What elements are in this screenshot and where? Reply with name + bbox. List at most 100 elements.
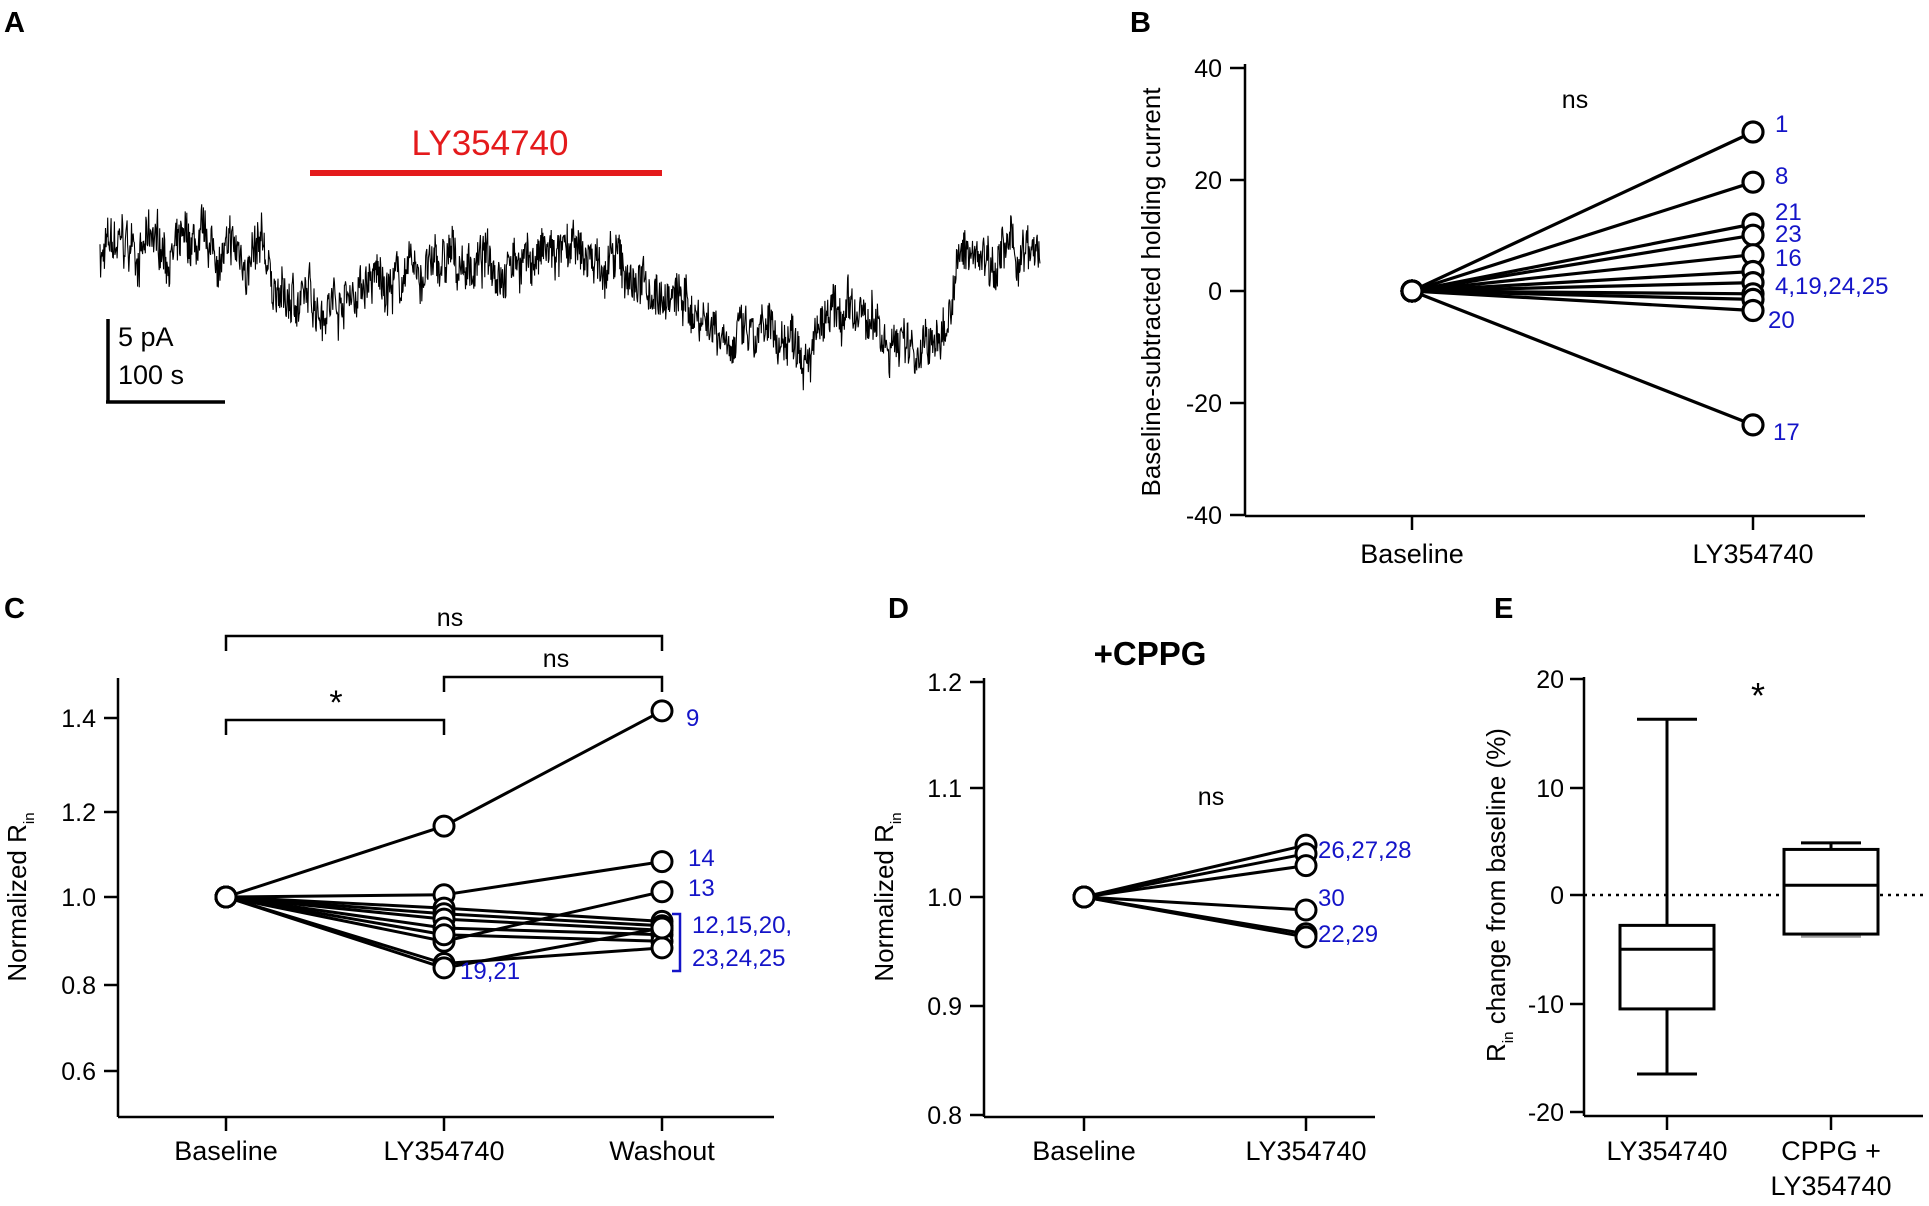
panel-d-series xyxy=(1072,833,1318,949)
panel-d-y-axis-sub: in xyxy=(888,812,905,824)
panel-b-point-1-2 xyxy=(1741,120,1765,144)
panel-d-yticklabel-1-0: 1.0 xyxy=(927,884,962,912)
panel-b-xlabel-ly: LY354740 xyxy=(1692,539,1813,569)
panel-c-point-1-3 xyxy=(650,699,674,723)
panel-c-point-3-3 xyxy=(650,880,674,904)
panel-d-line-3 xyxy=(1083,864,1307,899)
panel-d-yticklabel-1-1: 1.1 xyxy=(927,775,962,803)
panel-b-line-4 xyxy=(1411,233,1754,293)
panel-c-point-9-3 xyxy=(650,936,674,960)
panel-c-group-label-line2: 23,24,25 xyxy=(692,945,785,972)
panel-e-box-2 xyxy=(1782,847,1880,936)
panel-d-xlabel-baseline: Baseline xyxy=(1032,1136,1136,1166)
panel-b-line-6 xyxy=(1411,269,1754,293)
panel-a: A LY354740 5 pA 100 s xyxy=(4,7,1041,404)
panel-d-label-30: 30 xyxy=(1318,885,1345,912)
panel-c-xlabel-ly: LY354740 xyxy=(383,1136,504,1166)
panel-d-line-6 xyxy=(1083,895,1307,939)
panel-c-point-2-3 xyxy=(650,850,674,874)
panel-c-point-1-2 xyxy=(432,814,456,838)
panel-b-line-3 xyxy=(1411,222,1754,293)
panel-c-group-bracket xyxy=(672,912,682,973)
panel-c: C 1.4 1.2 1.0 0.8 0.6 Normalized Rin Bas… xyxy=(2,593,792,1166)
panel-d-y-axis-title: Normalized Rin xyxy=(869,812,905,981)
panel-b-label-1: 1 xyxy=(1775,111,1788,138)
panel-c-sig-ly-washout: ns xyxy=(543,645,569,673)
panel-b-yticklabel-0: 0 xyxy=(1208,278,1222,306)
panel-d-line-2 xyxy=(1083,852,1307,899)
panel-c-yticklabel-1-0: 1.0 xyxy=(61,884,96,912)
panel-b: B 40 20 0 -20 -40 Baseline-subtracted ho… xyxy=(1130,7,1888,569)
panel-b-point-11-1 xyxy=(1400,279,1424,303)
scalebar-time-label: 100 s xyxy=(118,360,184,390)
drug-label: LY354740 xyxy=(411,124,568,163)
panel-c-yticklabel-1-2: 1.2 xyxy=(61,799,96,827)
scalebar-current-label: 5 pA xyxy=(118,322,174,352)
panel-c-series xyxy=(214,699,674,980)
panel-b-label-16: 16 xyxy=(1775,245,1802,272)
panel-b-line-11 xyxy=(1411,289,1754,427)
panel-b-label-23: 23 xyxy=(1775,221,1802,248)
panel-e-xlabel-cppg-line1: CPPG + xyxy=(1781,1136,1881,1166)
panel-c-bracket-baseline-washout xyxy=(224,634,664,651)
panel-c-label-14: 14 xyxy=(688,845,715,872)
panel-e-yticklabel-neg20: -20 xyxy=(1528,1099,1564,1127)
panel-d-xlabel-ly: LY354740 xyxy=(1245,1136,1366,1166)
panel-b-label-20: 20 xyxy=(1768,307,1795,334)
panel-e-yticklabel-0: 0 xyxy=(1550,882,1564,910)
panel-c-bracket-baseline-ly xyxy=(224,718,446,735)
panel-b-label-4-19-24-25: 4,19,24,25 xyxy=(1775,273,1888,300)
panel-c-label-19-21: 19,21 xyxy=(460,958,520,985)
panel-e-y-axis-main: R xyxy=(1481,1043,1511,1062)
panel-c-sig-baseline-washout: ns xyxy=(437,604,463,632)
panel-c-point-10-2 xyxy=(432,956,456,980)
panel-d-label-26-27-28: 26,27,28 xyxy=(1318,837,1411,864)
panel-c-sig-baseline-ly: * xyxy=(329,684,342,722)
panel-e-yticklabel-neg10: -10 xyxy=(1528,991,1564,1019)
panel-d-yticklabel-0-9: 0.9 xyxy=(927,993,962,1021)
panel-d-point-6-2 xyxy=(1294,925,1318,949)
panel-b-significance: ns xyxy=(1562,86,1588,114)
panel-d-label-22-29: 22,29 xyxy=(1318,921,1378,948)
panel-e: E 20 10 0 -10 -20 Rin change from baseli… xyxy=(1481,593,1923,1201)
panel-d-title: +CPPG xyxy=(1094,635,1207,672)
panel-b-line-1 xyxy=(1411,130,1754,293)
panel-b-line-7 xyxy=(1411,281,1754,293)
panel-b-yticklabel-20: 20 xyxy=(1194,167,1222,195)
panel-b-yticklabel-neg40: -40 xyxy=(1186,502,1222,530)
panel-b-point-11-2 xyxy=(1741,413,1765,437)
panel-c-point-10-1 xyxy=(214,885,238,909)
panel-d-point-4-2 xyxy=(1294,898,1318,922)
panel-c-bracket-ly-washout xyxy=(442,675,664,692)
panel-e-boxes xyxy=(1618,717,1880,1130)
panel-d-yticklabel-1-2: 1.2 xyxy=(927,669,962,697)
panel-b-y-axis-title: Baseline-subtracted holding current xyxy=(1136,87,1166,497)
panel-e-box-1 xyxy=(1618,923,1716,1011)
panel-b-point-2-2 xyxy=(1741,170,1765,194)
panel-b-point-10-2 xyxy=(1741,298,1765,323)
panel-c-label-9: 9 xyxy=(686,705,699,732)
panel-e-significance: * xyxy=(1751,675,1765,716)
panel-b-line-2 xyxy=(1411,180,1754,293)
panel-d-point-6-1 xyxy=(1072,885,1096,909)
panel-b-line-10 xyxy=(1411,289,1754,313)
panel-c-y-axis-title: Normalized Rin xyxy=(2,812,38,981)
panel-b-yticklabel-neg20: -20 xyxy=(1186,390,1222,418)
panel-c-yticklabel-0-6: 0.6 xyxy=(61,1058,96,1086)
panel-c-group-label-line1: 12,15,20, xyxy=(692,912,792,939)
panel-e-y-axis-rest: change from baseline (%) xyxy=(1481,728,1511,1031)
panel-e-y-axis-sub: in xyxy=(1500,1032,1517,1044)
current-trace xyxy=(99,204,1041,391)
panel-b-line-9 xyxy=(1411,289,1754,301)
panel-e-yticklabel-10: 10 xyxy=(1536,775,1564,803)
panel-b-series xyxy=(1400,120,1765,437)
panel-e-yticklabel-20: 20 xyxy=(1536,666,1564,694)
panel-b-point-4-2 xyxy=(1741,223,1765,247)
panel-d: D +CPPG 1.2 1.1 1.0 0.9 0.8 Normalized R… xyxy=(869,593,1411,1166)
panel-c-xlabel-washout: Washout xyxy=(609,1136,715,1166)
panel-c-point-8-2 xyxy=(432,923,456,947)
panel-c-letter: C xyxy=(4,593,25,625)
panel-b-yticklabel-40: 40 xyxy=(1194,55,1222,83)
panel-e-xlabel-cppg-line2: LY354740 xyxy=(1770,1171,1891,1201)
